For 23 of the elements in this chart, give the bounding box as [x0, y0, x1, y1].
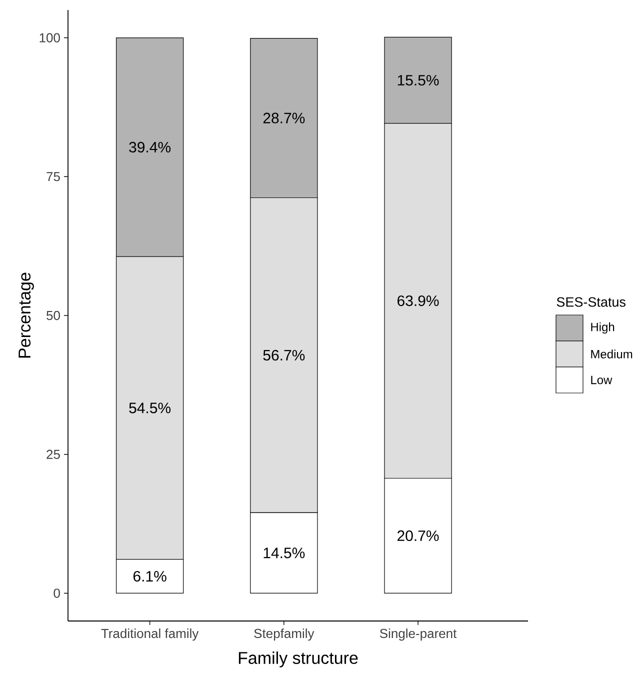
data-label: 6.1%: [134, 570, 166, 582]
y-tick-label: 75: [46, 172, 60, 182]
data-label: 28.7%: [263, 112, 305, 124]
x-tick-label: Stepfamily: [254, 628, 314, 641]
data-label: 14.5%: [264, 548, 305, 558]
y-tick-label: 100: [40, 33, 60, 42]
data-label: 54.5%: [129, 402, 171, 414]
x-tick-label: Single-parent: [380, 628, 457, 641]
y-tick-label: 25: [46, 450, 60, 459]
data-label: 15.5%: [398, 74, 439, 86]
legend-label: High: [591, 322, 614, 334]
x-tick-label: Traditional family: [101, 628, 199, 641]
y-tick-label: 0: [54, 588, 60, 598]
legend-label: Low: [591, 376, 612, 384]
y-tick-label: 50: [46, 310, 60, 320]
x-axis-title: Family structure: [239, 652, 358, 668]
legend-label: Medium: [591, 350, 632, 358]
data-label: 56.7%: [263, 350, 305, 361]
legend-title: SES-Status: [556, 297, 626, 307]
y-axis-title: Percentage: [18, 272, 34, 358]
data-label: 63.9%: [398, 295, 439, 306]
data-label: 20.7%: [398, 530, 439, 542]
data-label: 39.4%: [129, 142, 171, 152]
